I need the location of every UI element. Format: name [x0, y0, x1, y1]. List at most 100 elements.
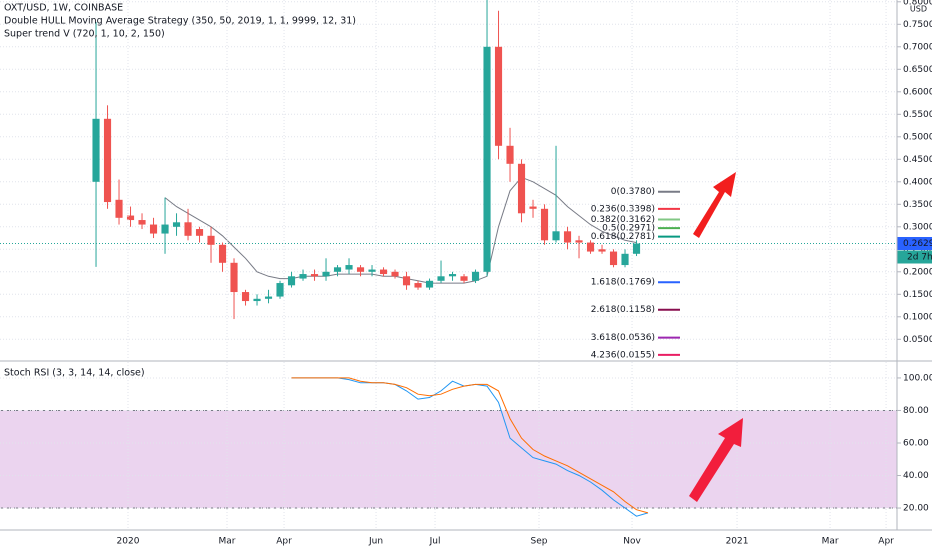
- y-tick-label: 0.6000: [903, 87, 932, 97]
- candle-body: [161, 224, 169, 234]
- price-tag: [897, 236, 932, 250]
- y-tick-label: 0.7500: [903, 20, 932, 30]
- candle-body: [345, 265, 353, 270]
- fib-label: 0.382(0.3162): [591, 215, 655, 225]
- candle-body: [563, 231, 572, 243]
- fib-label: 2.618(0.1158): [591, 305, 655, 315]
- fib-label: 3.618(0.0536): [591, 333, 655, 343]
- candle-body: [552, 231, 560, 241]
- indicator-label: Stoch RSI (3, 3, 14, 14, close): [4, 368, 145, 379]
- candle-body: [126, 215, 135, 221]
- fib-label: 4.236(0.0155): [591, 350, 655, 360]
- candle-body: [172, 222, 181, 227]
- candle-body: [379, 269, 388, 275]
- candle-body: [333, 267, 342, 272]
- candle-body: [586, 242, 595, 252]
- candle-body: [207, 235, 215, 245]
- y-tick-label: 40.00: [903, 471, 929, 481]
- indicator-label: Double HULL Moving Average Strategy (350…: [4, 16, 356, 27]
- price-tag-label: 0.2629: [903, 239, 932, 249]
- candle-body: [632, 243, 641, 254]
- candle-body: [184, 222, 192, 236]
- candle-body: [494, 46, 503, 146]
- candle-body: [529, 206, 537, 209]
- y-tick-label: 0.5000: [903, 132, 932, 142]
- y-tick-label: 0.5500: [903, 110, 932, 120]
- candle-body: [253, 298, 261, 302]
- y-tick-label: 20.00: [903, 504, 929, 514]
- y-tick-label: 0.4500: [903, 155, 932, 165]
- candle-body: [322, 271, 330, 277]
- candle-body: [299, 274, 307, 279]
- candle-body: [448, 274, 457, 277]
- candle-body: [103, 118, 112, 203]
- y-tick-label: 0.1000: [903, 312, 932, 322]
- candle-body: [621, 253, 629, 266]
- candle-body: [540, 208, 549, 241]
- title: OXT/USD, 1W, COINBASE: [4, 3, 123, 14]
- candle-body: [149, 224, 158, 234]
- y-tick-label: 0.3000: [903, 222, 932, 232]
- candle-body: [356, 267, 365, 272]
- candle-body: [92, 118, 100, 182]
- y-tick-label: 0.8000: [903, 0, 932, 7]
- candle-body: [230, 262, 238, 293]
- y-tick-label: 0.7000: [903, 42, 932, 52]
- y-tick-label: 0.3500: [903, 200, 932, 210]
- candle-body: [138, 220, 146, 225]
- x-tick-label: 2021: [726, 537, 749, 547]
- line: [291, 377, 649, 514]
- y-tick-label: 0.0500: [903, 335, 932, 345]
- candle-body: [506, 145, 514, 164]
- fib-label: 0.618(0.2781): [591, 232, 655, 242]
- y-tick-label: 60.00: [903, 438, 929, 448]
- y-tick-label: 0.1500: [903, 290, 932, 300]
- x-tick-label: Apr: [276, 537, 292, 547]
- candle-body: [391, 271, 399, 277]
- arrow-up: [689, 418, 743, 502]
- candle-body: [241, 292, 250, 302]
- candle-body: [517, 163, 526, 214]
- line: [164, 176, 637, 284]
- candle-body: [402, 276, 411, 286]
- candle-body: [460, 276, 468, 281]
- y-tick-label: 0.2000: [903, 267, 932, 277]
- currency-label: USD: [910, 5, 927, 14]
- x-tick-label: Jul: [429, 537, 441, 547]
- x-tick-label: 2020: [117, 537, 140, 547]
- candle-body: [368, 269, 376, 272]
- fib-label: 1.618(0.1769): [591, 278, 655, 288]
- x-tick-label: Mar: [219, 537, 236, 547]
- y-tick-label: 0.6500: [903, 65, 932, 75]
- x-tick-label: Apr: [878, 537, 894, 547]
- y-tick-label: 80.00: [903, 406, 929, 416]
- band: [0, 410, 897, 509]
- candle-body: [195, 229, 204, 236]
- candle-body: [598, 249, 606, 252]
- arrow-up: [693, 172, 736, 238]
- candle-body: [471, 271, 480, 281]
- candle-body: [425, 280, 434, 288]
- candle-body: [575, 240, 583, 243]
- candle-body: [609, 251, 618, 266]
- countdown-label: 2d 7h: [907, 252, 932, 262]
- indicator-label: Super trend V (720, 1, 10, 2, 150): [4, 29, 165, 40]
- candle-body: [276, 283, 284, 297]
- candle-body: [264, 296, 273, 299]
- candle-body: [483, 46, 491, 272]
- candle-body: [310, 274, 319, 277]
- x-tick-label: Jun: [368, 537, 383, 547]
- x-tick-label: Mar: [822, 537, 839, 547]
- countdown-tag: [897, 250, 932, 264]
- x-tick-label: Nov: [623, 537, 641, 547]
- candle-body: [437, 276, 445, 281]
- y-tick-label: 0.4000: [903, 177, 932, 187]
- y-tick-label: 100.00: [903, 373, 932, 383]
- fib-label: 0.236(0.3398): [591, 204, 655, 214]
- candle-body: [287, 276, 296, 286]
- fib-label: 0(0.3780): [611, 187, 655, 197]
- fib-label: 0.5(0.2971): [602, 224, 655, 234]
- candle-body: [414, 283, 422, 288]
- x-tick-label: Sep: [531, 537, 548, 547]
